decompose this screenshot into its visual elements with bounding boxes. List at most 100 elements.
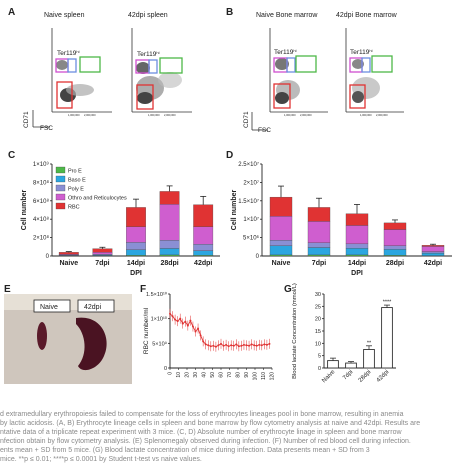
panel-b-flow-plots: Ter119hi Ter119hi 1,000,000 2,000,000 1,… [243,28,404,134]
data-point [232,344,235,347]
panel-a-scatter-42dpi [136,62,182,104]
y-tick-label: 1×10⁹ [33,161,50,168]
data-point [207,344,210,347]
bar-segment-pro-e [307,254,331,257]
legend-swatch [55,184,66,192]
data-point [209,345,212,348]
bar-segment-othro-and-reticulocytes [159,204,180,241]
bar-segment-baso-e [269,245,293,256]
x-tick-label: 80 [236,372,242,378]
gate-blue-b1 [286,57,296,73]
data-point [217,344,220,347]
bar-segment-othro-and-reticulocytes [345,225,369,245]
significance-stars: **** [383,300,392,306]
panel-a-xtick: 2,000,000 [84,113,96,117]
data-point [179,317,182,320]
data-point [214,345,217,348]
data-point [268,342,271,345]
y-tick-label: 10 [315,341,321,347]
legend-swatch [55,193,66,201]
bar-segment-poly-e [269,240,293,246]
x-tick-label: 120 [270,372,276,381]
panel-c-stacked-bar-chart: 0 2×10⁸ 4×10⁸ 6×10⁸ 8×10⁸ 1×10⁹ Naive 7dpi 14dpi… [21,161,220,277]
x-tick-label: 14dpi [348,260,366,267]
bar-segment-othro-and-reticulocytes [193,226,214,245]
legend-label: RBC [68,205,80,211]
gate-blue-a1 [67,58,77,73]
caption-line-4: nfection obtain by flow cytometry analys… [0,438,411,445]
bar-segment-baso-e [159,248,180,256]
x-tick-label: Naive [59,260,78,267]
x-tick-label: 7dpi [95,260,109,267]
bar-segment-othro-and-reticulocytes [92,252,113,255]
legend-swatch [55,175,66,183]
data-point [197,327,200,330]
x-tick-label: 28dpi [386,260,404,267]
y-tick-label: 1×10¹⁰ [151,316,168,323]
gate-red-a1 [56,81,73,109]
panel-d-stacked-bar-chart: 0 5×10⁶ 1×10⁷ 1.5×10⁷ 2×10⁷ 2.5×10⁷ Naive 7dpi 1… [231,161,452,277]
bar-segment-poly-e [307,242,331,248]
x-tick-label: 100 [253,372,259,381]
spleen-naive [37,322,47,350]
panel-label-c: C [8,150,16,161]
bar-segment-othro-and-reticulocytes [421,246,445,252]
data-point [263,343,266,346]
data-point [255,344,258,347]
y-tick-label: 25 [315,304,321,310]
panel-b-xtick: 1,000,000 [284,113,296,117]
data-point [184,320,187,323]
gate-label-a1: Ter119hi [57,49,80,57]
panel-a-scatter-naive [56,60,94,102]
x-axis-label: DPI [130,270,142,277]
y-tick-label: 8×10⁸ [33,179,50,186]
panel-b-scatter-naive [275,58,300,104]
x-tick-label: 110 [261,372,267,380]
y-tick-label: 5 [318,354,321,360]
y-tick-label: 30 [315,292,321,298]
bar-segment-poly-e [345,243,369,249]
data-point [191,325,194,328]
bar-segment-poly-e [193,244,214,251]
data-point [204,343,207,346]
x-tick-label: 28dpi [160,260,178,267]
bar-segment-rbc [159,191,180,205]
data-point [222,344,225,347]
bar-segment-rbc [58,252,79,255]
legend-label: Pro E [68,169,82,175]
data-point [174,318,177,321]
data-point [235,343,238,346]
bar [363,349,375,369]
spleen-42dpi [76,317,107,371]
x-tick-label: 7dpi [342,369,354,381]
data-point [237,345,240,348]
bar-segment-rbc [307,207,331,222]
bar-segment-poly-e [421,251,445,254]
panel-a-xtick: 2,000,000 [164,113,176,117]
data-point [265,343,268,346]
data-point [240,344,243,347]
caption-line-5: ents mean + SD from 5 mice. (G) Blood la… [0,447,370,454]
bar-segment-baso-e [193,250,214,256]
panel-a-xtick: 1,000,000 [68,113,80,117]
data-point [253,344,256,347]
bar-segment-rbc [383,222,407,230]
legend-label: Baso E [68,178,86,184]
y-tick-label: 15 [315,329,321,335]
gate-blue-a2 [148,59,158,74]
y-tick-label: 2×10⁷ [243,179,259,186]
data-point [181,322,184,325]
bar-segment-othro-and-reticulocytes [383,229,407,246]
panel-b-xtick: 2,000,000 [376,113,388,117]
bar-segment-pro-e [159,254,180,257]
bar-segment-baso-e [307,247,331,256]
bar-segment-poly-e [383,245,407,250]
data-point [225,343,228,346]
panel-e-spleen-photo: Naive 42dpi [4,294,132,384]
data-point [230,344,233,347]
gate-green-a2 [159,57,183,74]
panel-b-scatter-42dpi [352,59,380,103]
data-point [258,343,261,346]
caption-line-6: mice. **p ≤ 0.01; ****p ≤ 0.0001 by Stud… [0,456,202,463]
x-tick-label: 0 [168,372,174,375]
